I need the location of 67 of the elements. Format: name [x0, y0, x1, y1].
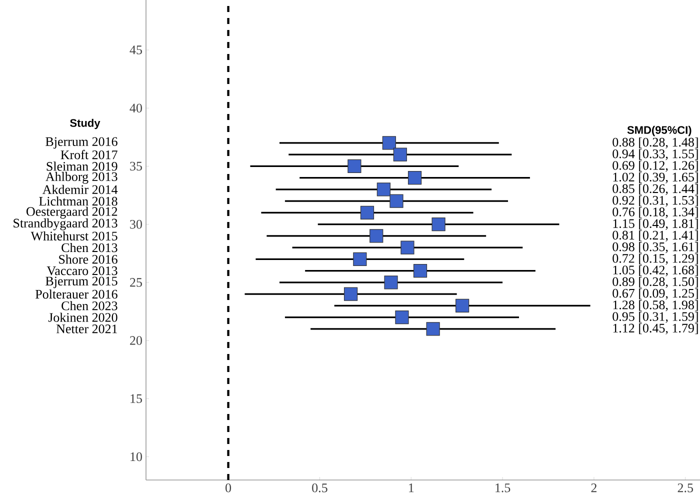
text: Kroft 2017: [60, 150, 118, 160]
point: [456, 298, 470, 312]
annotation: 0.81 [0.21, 1.41]: [612, 230, 698, 242]
text: Bjerrum 2015: [46, 276, 118, 288]
y-tick-label: 35: [130, 162, 142, 171]
text: Sleiman 2019: [46, 162, 118, 171]
annotation: 0.89 [0.28, 1.50]: [612, 276, 698, 288]
annotation: 0.88 [0.28, 1.48]: [612, 137, 698, 148]
text: Shore 2016: [59, 254, 118, 264]
annotation: 1.05 [0.42, 1.68]: [613, 265, 698, 276]
annotation: 1.12 [0.45, 1.79]: [613, 323, 698, 334]
text: Akdemir 2014: [42, 184, 118, 194]
text: Jokinen 2020: [48, 312, 118, 322]
annotation: 0.69 [0.12, 1.26]: [612, 160, 698, 172]
annotation: 0.67 [0.09, 1.25]: [612, 288, 698, 300]
annotation: 0.98 [0.35, 1.61]: [612, 242, 698, 254]
text: Strandbygaard 2013: [14, 218, 118, 230]
point: [384, 276, 398, 290]
point: [390, 194, 404, 208]
point: [408, 171, 422, 185]
y-tick-label: 30: [130, 220, 142, 229]
point: [353, 252, 367, 266]
x-tick-label: 1: [409, 484, 414, 492]
text: Lichtman 2018: [39, 196, 118, 206]
point: [376, 182, 390, 196]
annotation: 1.28 [0.58, 1.98]: [613, 300, 698, 312]
x-tick-label: 2: [591, 484, 596, 492]
annotation: 0.95 [0.31, 1.59]: [612, 312, 698, 323]
annotation: 0.92 [0.31, 1.53]: [612, 196, 698, 207]
point: [348, 159, 362, 173]
point: [382, 136, 396, 150]
point: [400, 240, 414, 254]
annotation: 0.72 [0.15, 1.29]: [612, 254, 698, 265]
point: [393, 148, 407, 162]
point: [432, 218, 446, 232]
text: Netter 2021: [56, 324, 118, 334]
annotation: 0.94 [0.33, 1.55]: [612, 149, 698, 160]
annotation: 0.85 [0.26, 1.44]: [612, 184, 698, 195]
text: Polterauer 2016: [36, 289, 118, 299]
x-tick-label: 1.5: [496, 484, 510, 492]
y-tick-label: 25: [130, 278, 142, 287]
text: Oestergaard 2012: [26, 206, 118, 219]
y-tick-label: 40: [130, 104, 142, 112]
point: [413, 264, 428, 278]
text: Bjerrum 2016: [46, 137, 118, 149]
y-tick-label: 15: [130, 394, 142, 403]
text: Vaccaro 2013: [46, 266, 118, 276]
annotation: 1.15 [0.49, 1.81]: [613, 218, 698, 230]
x-tick-label: 2.5: [678, 484, 693, 492]
y-tick-label: 20: [130, 336, 142, 345]
text: Whitehurst 2015: [30, 231, 118, 241]
y-tick-label: 45: [130, 46, 142, 54]
x-tick-label: 0.5: [312, 484, 328, 492]
y-tick-label: 10: [130, 452, 142, 462]
annotation: SMD(95%CI): [627, 126, 692, 136]
x-tick-label: 0: [226, 484, 232, 492]
text: Ahlborg 2013: [46, 172, 118, 184]
text: Study: [70, 118, 100, 130]
point: [426, 322, 440, 336]
text: Chen 2013: [62, 242, 118, 252]
point: [360, 206, 374, 220]
text: Chen 2023: [62, 301, 118, 310]
point: [344, 287, 358, 301]
point: [370, 229, 384, 243]
point: [395, 310, 409, 324]
annotation: 0.76 [0.18, 1.34]: [612, 207, 698, 218]
annotation: 1.02 [0.39, 1.65]: [613, 172, 698, 184]
